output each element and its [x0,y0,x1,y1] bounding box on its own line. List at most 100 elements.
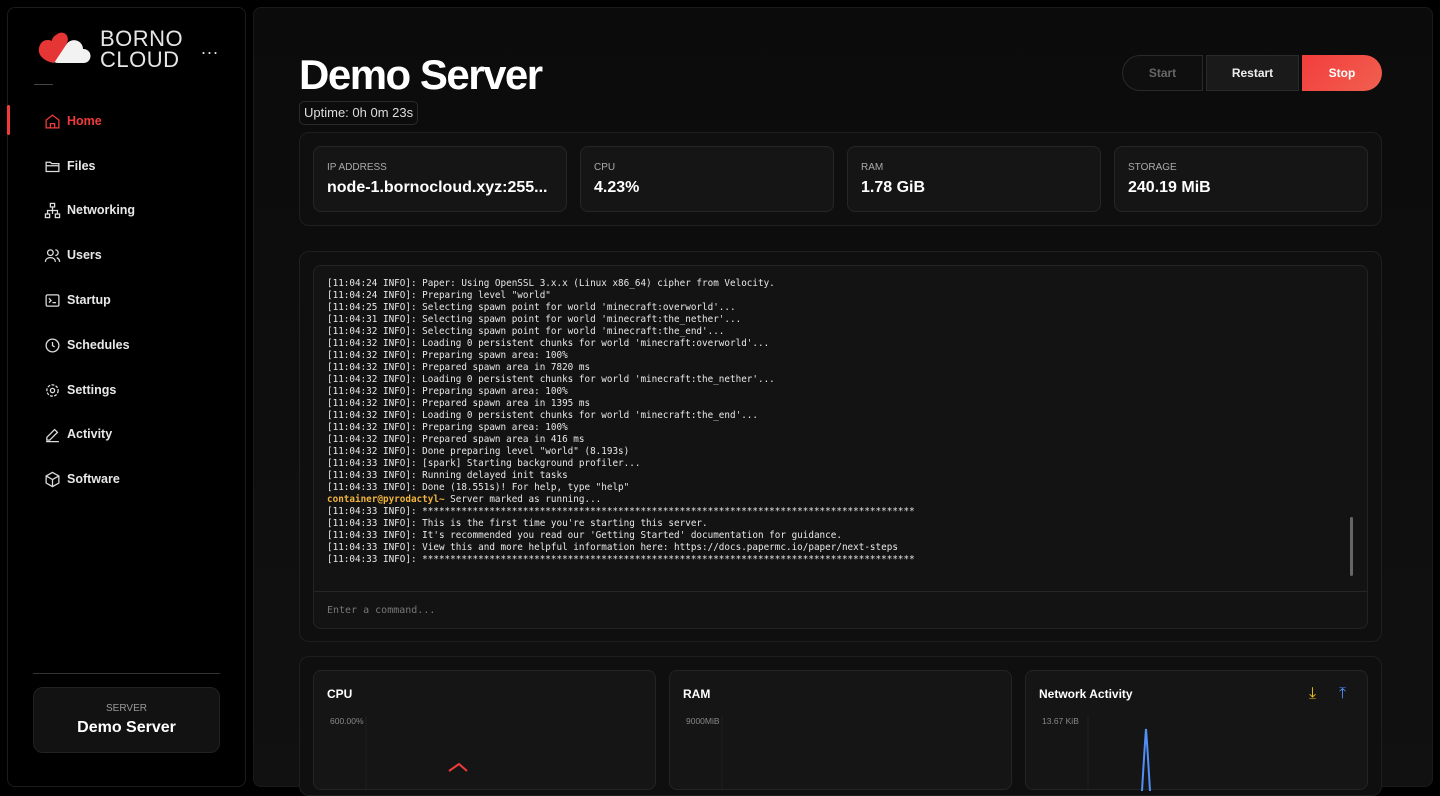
page-title: Demo Server [299,51,543,98]
stat-value: 240.19 MiB [1128,179,1211,196]
folder-icon [45,161,60,172]
upload-series-line [1141,728,1151,791]
sidebar-item-home[interactable]: Home [44,111,102,131]
home-icon [45,113,60,129]
stat-label: RAM [861,162,884,173]
power-controls: Start Restart Stop [1122,55,1382,91]
console-line: [11:04:32 INFO]: Loading 0 persistent ch… [327,374,775,385]
console-prompt: container@pyrodactyl~ [327,494,445,505]
sidebar-item-label: Activity [67,427,113,441]
upload-icon[interactable]: ⤒ [1339,685,1347,702]
brand-logo[interactable]: BORNO CLOUD [36,26,184,72]
more-menu-icon[interactable]: ... [201,38,220,58]
sidebar-item-label: Software [67,472,120,486]
pencil-icon [46,428,59,442]
sidebar-item-startup[interactable]: Startup [44,290,111,310]
console-line: [11:04:33 INFO]: ***********************… [327,554,915,565]
main-content: Demo Server Uptime: 0h 0m 23s Start Rest… [253,7,1433,796]
cpu-chart: CPU 600.00% [313,670,656,791]
sidebar-item-software[interactable]: Software [44,469,120,489]
sidebar-item-label: Settings [67,383,117,397]
chart-title: CPU [327,687,353,701]
console-line: [11:04:33 INFO]: View this and more help… [327,542,898,553]
sidebar-item-label: Networking [67,203,136,217]
console-line: [11:04:32 INFO]: Prepared spawn area in … [327,398,591,409]
sidebar-item-settings[interactable]: Settings [44,380,116,400]
console-output: [11:04:24 INFO]: Paper: Using OpenSSL 3.… [327,278,915,566]
console-scrollbar[interactable] [1350,517,1353,576]
sidebar-item-label: Home [67,114,102,128]
chart-title: Network Activity [1039,687,1133,701]
divider [34,84,53,85]
gear-icon [46,383,59,397]
stat-storage: STORAGE 240.19 MiB [1114,146,1368,212]
box-icon [45,471,60,487]
console-line: container@pyrodactyl~ Server marked as r… [327,494,915,506]
server-name: Demo Server [77,719,176,736]
console-line-text: Server marked as running... [444,494,602,505]
stop-button[interactable]: Stop [1302,55,1382,91]
console-line: [11:04:24 INFO]: Preparing level "world" [327,290,551,301]
console-line: [11:04:33 INFO]: [spark] Starting backgr… [327,458,641,469]
stat-ip-address[interactable]: IP ADDRESS node-1.bornocloud.xyz:255... [313,146,567,212]
command-input[interactable] [314,591,1367,628]
sidebar-item-files[interactable]: Files [44,156,96,176]
console-line: [11:04:32 INFO]: Preparing spawn area: 1… [327,386,568,397]
sidebar: BORNO CLOUD ... Home Files Networking Use… [7,7,246,787]
console-line: [11:04:32 INFO]: Preparing spawn area: 1… [327,350,568,361]
y-axis-max-label: 600.00% [330,716,364,726]
console-line: [11:04:24 INFO]: Paper: Using OpenSSL 3.… [327,278,775,289]
cpu-series-line [448,762,468,772]
sidebar-item-networking[interactable]: Networking [44,200,135,220]
y-axis-max-label: 9000MiB [686,716,720,726]
sidebar-item-label: Startup [67,293,111,307]
console-line: [11:04:25 INFO]: Selecting spawn point f… [327,302,736,313]
stat-label: CPU [594,162,616,173]
stat-value: node-1.bornocloud.xyz:255... [327,179,548,196]
server-selector[interactable]: SERVER Demo Server [33,687,220,753]
logo-cloud-heart-icon [38,32,91,63]
chart-title: RAM [683,687,711,701]
divider [33,673,220,674]
active-indicator [7,105,10,135]
stat-value: 4.23% [594,179,640,196]
brand-name: BORNO CLOUD [100,26,184,72]
console-line: [11:04:33 INFO]: This is the first time … [327,518,708,529]
server-label: SERVER [106,703,147,714]
console-line: [11:04:32 INFO]: Done preparing level "w… [327,446,630,457]
console-line: [11:04:31 INFO]: Selecting spawn point f… [327,314,742,325]
stat-label: IP ADDRESS [327,162,387,173]
console-line: [11:04:32 INFO]: Loading 0 persistent ch… [327,410,758,421]
sidebar-item-users[interactable]: Users [44,245,102,265]
charts-panel: CPU 600.00% RAM 9000MiB Network Activity… [299,656,1382,796]
ram-chart: RAM 9000MiB [669,670,1012,791]
sidebar-item-activity[interactable]: Activity [44,424,112,444]
console: [11:04:24 INFO]: Paper: Using OpenSSL 3.… [313,265,1368,629]
stats-panel: IP ADDRESS node-1.bornocloud.xyz:255... C… [299,132,1382,226]
terminal-icon [45,293,60,307]
console-panel: [11:04:24 INFO]: Paper: Using OpenSSL 3.… [299,251,1382,642]
sidebar-item-label: Users [67,248,102,262]
console-line: [11:04:32 INFO]: Preparing spawn area: 1… [327,422,568,433]
console-line: [11:04:33 INFO]: Done (18.551s)! For hel… [327,482,630,493]
network-chart: Network Activity 13.67 KiB ⤓ ⤒ [1025,670,1368,791]
console-line: [11:04:33 INFO]: Running delayed init ta… [327,470,568,481]
restart-button[interactable]: Restart [1206,55,1299,91]
stat-ram: RAM 1.78 GiB [847,146,1101,212]
start-button[interactable]: Start [1122,55,1203,91]
console-line: [11:04:32 INFO]: Loading 0 persistent ch… [327,338,770,349]
clock-icon [45,337,60,353]
users-icon [44,248,61,262]
stat-label: STORAGE [1128,162,1177,173]
console-line: [11:04:32 INFO]: Prepared spawn area in … [327,362,591,373]
uptime-badge: Uptime: 0h 0m 23s [299,101,419,125]
stat-value: 1.78 GiB [861,179,926,196]
console-line: [11:04:33 INFO]: ***********************… [327,506,915,517]
console-line: [11:04:32 INFO]: Selecting spawn point f… [327,326,725,337]
network-icon [44,202,61,218]
sidebar-item-label: Files [67,159,96,173]
download-icon[interactable]: ⤓ [1309,685,1317,702]
sidebar-item-schedules[interactable]: Schedules [44,335,130,355]
console-line: [11:04:33 INFO]: It's recommended you re… [327,530,842,541]
y-axis-max-label: 13.67 KiB [1042,716,1079,726]
